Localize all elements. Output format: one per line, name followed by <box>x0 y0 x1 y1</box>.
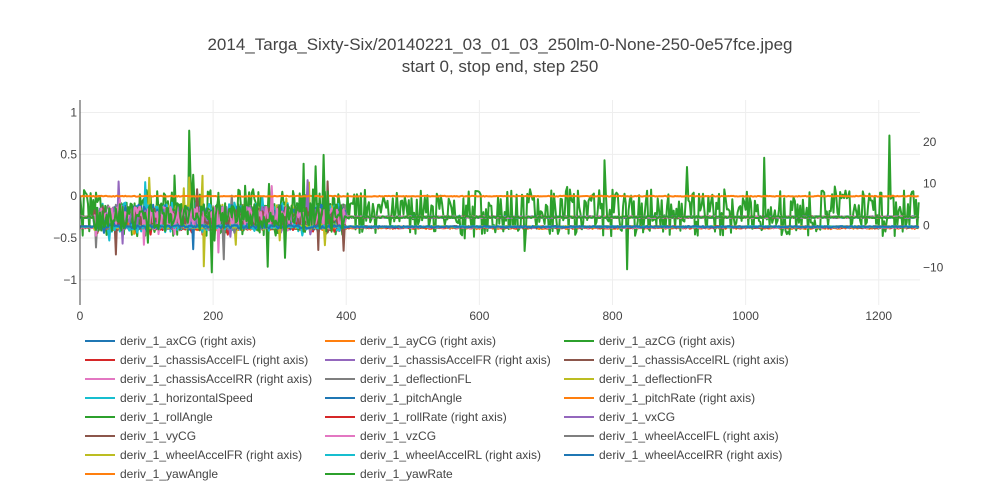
legend-item[interactable]: deriv_1_wheelAccelFL (right axis) <box>599 429 779 443</box>
y-tick-label: 0 <box>70 189 77 203</box>
y2-tick-label: 10 <box>923 177 937 191</box>
legend-item[interactable]: deriv_1_chassisAccelRR (right axis) <box>120 372 312 386</box>
legend-item[interactable]: deriv_1_vxCG <box>599 410 675 424</box>
legend-item[interactable]: deriv_1_pitchAngle <box>360 391 462 405</box>
legend-item[interactable]: deriv_1_horizontalSpeed <box>120 391 253 405</box>
legend-item[interactable]: deriv_1_rollAngle <box>120 410 213 424</box>
legend-item[interactable]: deriv_1_yawAngle <box>120 467 218 481</box>
series-line <box>80 129 920 271</box>
legend-item[interactable]: deriv_1_chassisAccelFR (right axis) <box>360 353 551 367</box>
legend-item[interactable]: deriv_1_pitchRate (right axis) <box>599 391 755 405</box>
y-tick-label: 0.5 <box>60 147 77 161</box>
axes: 0 200 400 600 800 1000 1200 1 0.5 0 −0.5 −1 20 10 0 −10 <box>53 100 944 323</box>
y-tick-label: 1 <box>70 106 77 120</box>
legend-item[interactable]: deriv_1_chassisAccelFL (right axis) <box>120 353 308 367</box>
legend-item[interactable]: deriv_1_rollRate (right axis) <box>360 410 507 424</box>
legend-item[interactable]: deriv_1_chassisAccelRL (right axis) <box>599 353 789 367</box>
y2-tick-label: −10 <box>923 260 944 274</box>
x-tick-label: 1200 <box>865 309 892 323</box>
y-tick-label: −1 <box>63 273 77 287</box>
legend-item[interactable]: deriv_1_axCG (right axis) <box>120 334 256 348</box>
x-tick-label: 1000 <box>732 309 759 323</box>
legend: deriv_1_axCG (right axis) deriv_1_ayCG (r… <box>85 334 789 481</box>
legend-item[interactable]: deriv_1_wheelAccelRR (right axis) <box>599 448 782 462</box>
series-layer <box>80 129 920 274</box>
legend-item[interactable]: deriv_1_wheelAccelRL (right axis) <box>360 448 541 462</box>
series-line <box>80 194 919 198</box>
legend-item[interactable]: deriv_1_azCG (right axis) <box>599 334 735 348</box>
x-tick-label: 400 <box>336 309 356 323</box>
series-line <box>80 188 920 274</box>
legend-item[interactable]: deriv_1_deflectionFL <box>360 372 472 386</box>
series-line <box>80 219 920 234</box>
legend-item[interactable]: deriv_1_deflectionFR <box>599 372 713 386</box>
y-tick-label: −0.5 <box>53 231 77 245</box>
y2-tick-label: 0 <box>923 219 930 233</box>
legend-item[interactable]: deriv_1_yawRate <box>360 467 453 481</box>
y2-tick-label: 20 <box>923 135 937 149</box>
legend-item[interactable]: deriv_1_vyCG <box>120 429 196 443</box>
x-tick-label: 800 <box>602 309 622 323</box>
x-tick-label: 600 <box>469 309 489 323</box>
x-tick-label: 200 <box>203 309 223 323</box>
legend-item[interactable]: deriv_1_wheelAccelFR (right axis) <box>120 448 302 462</box>
chart-title: 2014_Targa_Sixty-Six/20140221_03_01_03_2… <box>207 35 792 54</box>
legend-item[interactable]: deriv_1_ayCG (right axis) <box>360 334 496 348</box>
x-tick-label: 0 <box>77 309 84 323</box>
legend-item[interactable]: deriv_1_vzCG <box>360 429 436 443</box>
chart-subtitle: start 0, stop end, step 250 <box>402 57 599 76</box>
